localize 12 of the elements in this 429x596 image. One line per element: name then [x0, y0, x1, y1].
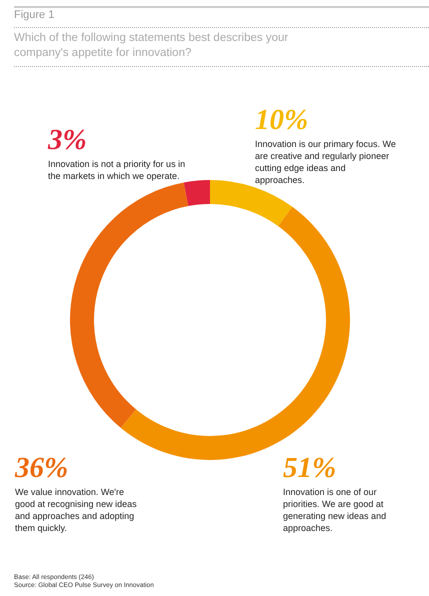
- data-label: 36%: [15, 452, 70, 484]
- donut-slice: [70, 182, 188, 428]
- donut-slice: [184, 180, 210, 206]
- data-label: 3%: [48, 124, 88, 156]
- slice-label: Innovation is our primary focus. We are creative and regularly pioneer cutting edge ideas and approaches.: [255, 138, 397, 186]
- slice-label: Innovation is not a priority for us in the markets in which we operate.: [48, 158, 186, 182]
- data-label: 51%: [283, 452, 338, 484]
- slice-label: We value innovation. We're good at recognising new ideas and approaches and adopting them quickly.: [15, 486, 138, 534]
- slice-label: Innovation is one of our priorities. We are good at generating new ideas and approaches.: [283, 486, 388, 534]
- chart-subtitle: Which of the following statements best describes your company's appetite for innovation?: [14, 31, 290, 61]
- chart-title: Figure 1: [14, 9, 54, 21]
- data-label: 10%: [255, 104, 310, 136]
